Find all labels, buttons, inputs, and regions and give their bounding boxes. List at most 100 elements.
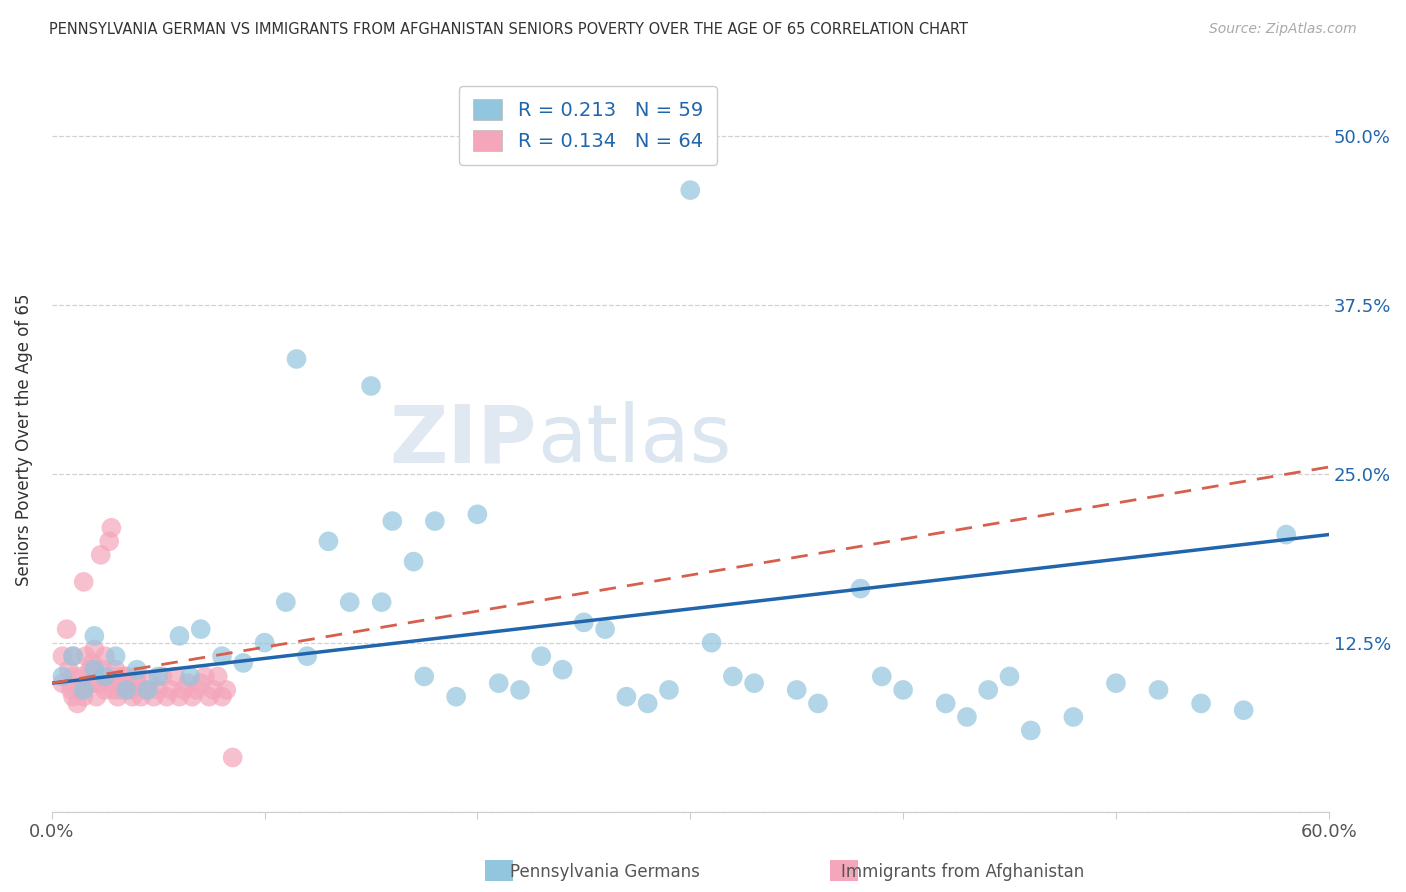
Text: ZIP: ZIP	[389, 401, 537, 479]
Point	[107, 690, 129, 704]
Point	[179, 669, 201, 683]
Point	[169, 629, 191, 643]
Point	[253, 635, 276, 649]
Point	[637, 697, 659, 711]
Point	[207, 669, 229, 683]
Point	[100, 521, 122, 535]
Point	[129, 690, 152, 704]
Point	[891, 682, 914, 697]
Point	[55, 622, 77, 636]
Point	[67, 682, 90, 697]
Point	[77, 676, 100, 690]
Point	[221, 750, 243, 764]
Point	[215, 682, 238, 697]
Point	[117, 676, 139, 690]
Point	[58, 663, 80, 677]
Point	[152, 669, 174, 683]
Point	[62, 649, 84, 664]
Point	[593, 622, 616, 636]
Point	[120, 682, 142, 697]
Text: PENNSYLVANIA GERMAN VS IMMIGRANTS FROM AFGHANISTAN SENIORS POVERTY OVER THE AGE : PENNSYLVANIA GERMAN VS IMMIGRANTS FROM A…	[49, 22, 969, 37]
Point	[530, 649, 553, 664]
Point	[87, 676, 110, 690]
Point	[83, 642, 105, 657]
Point	[83, 629, 105, 643]
Point	[75, 649, 97, 664]
Point	[181, 690, 204, 704]
Point	[125, 676, 148, 690]
Point	[977, 682, 1000, 697]
Point	[115, 669, 138, 683]
Point	[381, 514, 404, 528]
Point	[616, 690, 638, 704]
Point	[956, 710, 979, 724]
Point	[94, 669, 117, 683]
Point	[194, 669, 217, 683]
Point	[295, 649, 318, 664]
Point	[86, 690, 108, 704]
Y-axis label: Seniors Poverty Over the Age of 65: Seniors Poverty Over the Age of 65	[15, 293, 32, 586]
Point	[125, 669, 148, 683]
Point	[90, 548, 112, 562]
Point	[104, 669, 127, 683]
Point	[935, 697, 957, 711]
Point	[202, 682, 225, 697]
Point	[70, 669, 93, 683]
Point	[142, 690, 165, 704]
Point	[82, 656, 104, 670]
Legend: R = 0.213   N = 59, R = 0.134   N = 64: R = 0.213 N = 59, R = 0.134 N = 64	[460, 86, 717, 165]
Point	[104, 663, 127, 677]
Point	[51, 649, 73, 664]
Point	[700, 635, 723, 649]
Point	[51, 676, 73, 690]
Point	[572, 615, 595, 630]
Text: Pennsylvania Germans: Pennsylvania Germans	[509, 863, 700, 881]
Point	[190, 622, 212, 636]
Point	[1189, 697, 1212, 711]
Point	[96, 676, 118, 690]
Point	[134, 682, 156, 697]
Point	[1233, 703, 1256, 717]
Point	[232, 656, 254, 670]
Point	[115, 682, 138, 697]
Point	[94, 649, 117, 664]
Point	[786, 682, 808, 697]
Point	[51, 669, 73, 683]
Point	[73, 690, 96, 704]
Point	[165, 669, 187, 683]
Point	[807, 697, 830, 711]
Point	[1275, 527, 1298, 541]
Point	[125, 663, 148, 677]
Point	[62, 690, 84, 704]
Point	[108, 682, 131, 697]
Point	[177, 676, 200, 690]
Point	[94, 682, 117, 697]
Point	[136, 682, 159, 697]
Point	[285, 351, 308, 366]
Point	[488, 676, 510, 690]
Point	[83, 676, 105, 690]
Point	[156, 690, 179, 704]
Point	[173, 682, 195, 697]
Point	[211, 690, 233, 704]
Point	[509, 682, 531, 697]
Point	[402, 555, 425, 569]
Point	[146, 669, 169, 683]
Point	[83, 663, 105, 677]
Point	[721, 669, 744, 683]
Point	[444, 690, 467, 704]
Point	[467, 508, 489, 522]
Point	[111, 676, 134, 690]
Point	[870, 669, 893, 683]
Point	[423, 514, 446, 528]
Point	[998, 669, 1021, 683]
Text: Immigrants from Afghanistan: Immigrants from Afghanistan	[841, 863, 1085, 881]
Point	[83, 663, 105, 677]
Point	[1062, 710, 1084, 724]
Point	[551, 663, 574, 677]
Point	[370, 595, 392, 609]
Point	[104, 649, 127, 664]
Point	[658, 682, 681, 697]
Point	[169, 690, 191, 704]
Point	[211, 649, 233, 664]
